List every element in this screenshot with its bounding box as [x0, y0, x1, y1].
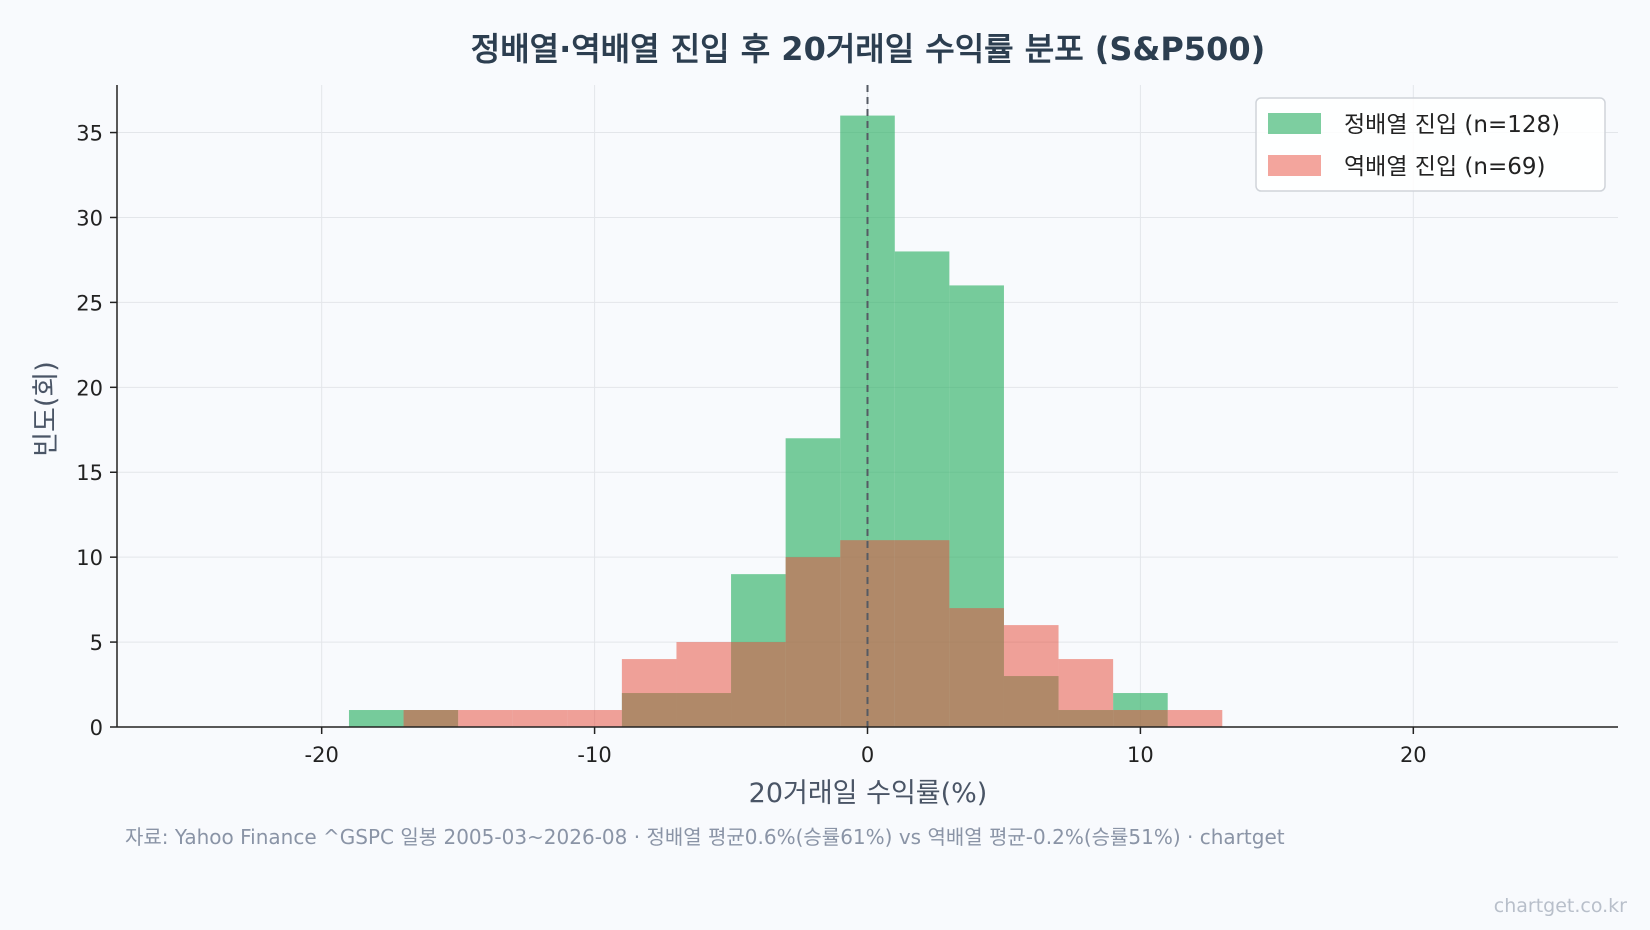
x-tick-label: 10 [1127, 743, 1154, 767]
bar-negative [676, 642, 732, 727]
x-axis-label: 20거래일 수익률(%) [749, 778, 988, 809]
y-axis-label: 빈도(회) [31, 361, 62, 457]
legend-swatch-negative [1268, 155, 1321, 176]
bar-negative [1113, 710, 1168, 727]
chart-title: 정배열·역배열 진입 후 20거래일 수익률 분포 (S&P500) [471, 30, 1265, 68]
y-tick-label: 10 [76, 546, 103, 570]
x-tick-label: 0 [861, 743, 874, 767]
bars [348, 115, 1223, 728]
bar-negative [1058, 659, 1114, 727]
y-tick-label: 5 [90, 631, 103, 655]
y-tick-label: 20 [76, 376, 103, 400]
tick-labels: -20 -10 0 10 20 0 5 10 15 20 25 30 35 [76, 122, 1426, 767]
bar-negative [949, 608, 1004, 727]
bar-negative [785, 557, 841, 727]
y-tick-label: 30 [76, 206, 103, 230]
legend-swatch-positive [1268, 113, 1321, 134]
legend-label-negative: 역배열 진입 (n=69) [1344, 154, 1545, 180]
bar-negative [403, 710, 459, 727]
x-tick-label: 20 [1400, 743, 1427, 767]
y-tick-label: 15 [76, 461, 103, 485]
bar-negative [731, 642, 786, 727]
watermark: chartget.co.kr [1494, 895, 1627, 917]
legend-frame [1255, 97, 1606, 192]
bar-negative [458, 710, 513, 727]
bar-negative [1003, 625, 1059, 727]
axes [110, 85, 1618, 734]
bar-negative [894, 540, 950, 727]
legend: 정배열 진입 (n=128) 역배열 진입 (n=69) [1255, 97, 1606, 192]
legend-label-positive: 정배열 진입 (n=128) [1344, 112, 1560, 138]
bar-negative [512, 710, 568, 727]
source-note: 자료: Yahoo Finance ^GSPC 일봉 2005-03~2026-… [125, 825, 1285, 849]
bar-negative [621, 659, 677, 727]
bar-negative [1167, 710, 1223, 727]
y-tick-label: 25 [76, 291, 103, 315]
y-tick-label: 0 [90, 716, 103, 740]
y-tick-label: 35 [76, 122, 103, 146]
bar-positive [348, 710, 404, 727]
bar-negative [567, 710, 622, 727]
x-tick-label: -20 [305, 743, 339, 767]
x-tick-label: -10 [577, 743, 611, 767]
